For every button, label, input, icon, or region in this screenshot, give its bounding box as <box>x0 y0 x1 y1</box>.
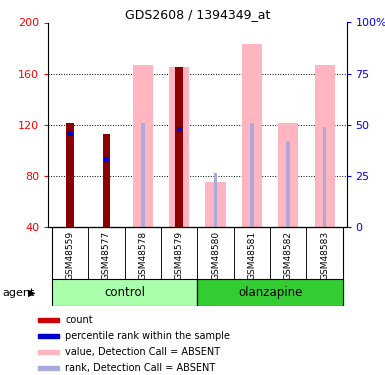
Bar <box>323 127 326 227</box>
Bar <box>177 127 182 132</box>
Bar <box>198 227 234 279</box>
Bar <box>198 279 343 306</box>
Text: GSM48582: GSM48582 <box>284 231 293 280</box>
Bar <box>141 123 144 227</box>
Bar <box>52 227 88 279</box>
Bar <box>234 227 270 279</box>
Title: GDS2608 / 1394349_at: GDS2608 / 1394349_at <box>125 8 270 21</box>
Bar <box>214 173 217 227</box>
Bar <box>88 227 124 279</box>
Bar <box>52 279 198 306</box>
Bar <box>250 123 254 227</box>
Bar <box>133 64 153 227</box>
Bar <box>177 131 181 227</box>
Text: percentile rank within the sample: percentile rank within the sample <box>65 331 231 341</box>
Text: rank, Detection Call = ABSENT: rank, Detection Call = ABSENT <box>65 363 216 373</box>
Text: GSM48581: GSM48581 <box>248 231 256 280</box>
Bar <box>67 131 72 136</box>
Text: count: count <box>65 315 93 325</box>
Bar <box>206 182 226 227</box>
Bar <box>66 123 74 227</box>
Text: control: control <box>104 286 145 299</box>
Bar <box>103 134 110 227</box>
Bar <box>38 318 59 322</box>
Text: olanzapine: olanzapine <box>238 286 302 299</box>
Text: ▶: ▶ <box>28 288 35 298</box>
Bar <box>124 227 161 279</box>
Bar <box>315 64 335 227</box>
Bar <box>286 141 290 227</box>
Bar <box>52 279 198 306</box>
Bar <box>198 279 343 306</box>
Bar <box>306 227 343 279</box>
Bar <box>38 350 59 354</box>
Text: GSM48578: GSM48578 <box>138 231 147 280</box>
Text: agent: agent <box>2 288 34 298</box>
Text: GSM48577: GSM48577 <box>102 231 111 280</box>
Text: GSM48559: GSM48559 <box>65 231 74 280</box>
Bar <box>169 67 189 227</box>
Bar <box>38 366 59 370</box>
Bar <box>270 227 306 279</box>
Text: GSM48583: GSM48583 <box>320 231 329 280</box>
Text: GSM48579: GSM48579 <box>175 231 184 280</box>
Bar <box>104 157 109 162</box>
Bar <box>278 123 298 227</box>
Bar <box>161 227 197 279</box>
Bar <box>176 67 183 227</box>
Bar <box>242 44 262 227</box>
Bar <box>38 334 59 338</box>
Text: GSM48580: GSM48580 <box>211 231 220 280</box>
Text: value, Detection Call = ABSENT: value, Detection Call = ABSENT <box>65 347 221 357</box>
